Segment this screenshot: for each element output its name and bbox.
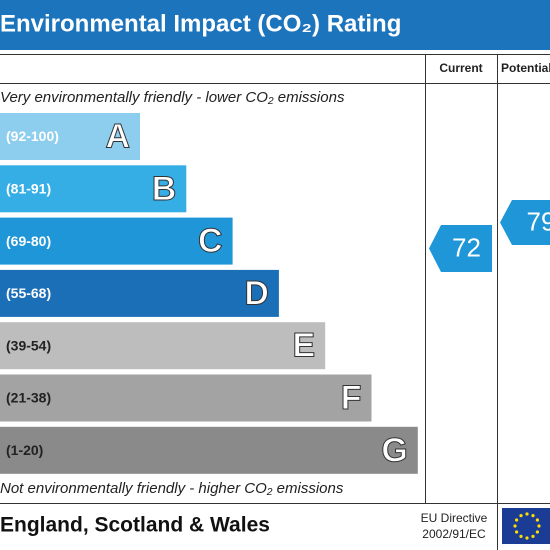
column-header: Potential <box>501 61 550 75</box>
band-range: (92-100) <box>6 128 59 144</box>
band-letter: A <box>105 117 130 155</box>
flag-star <box>537 524 541 528</box>
band-range: (55-68) <box>6 285 51 301</box>
band-range: (21-38) <box>6 390 51 406</box>
directive: EU Directive <box>421 511 488 525</box>
flag-star <box>519 534 523 538</box>
table-lines <box>0 54 550 550</box>
band-range: (69-80) <box>6 233 51 249</box>
directive: 2002/91/EC <box>422 527 486 541</box>
band-range: (81-91) <box>6 181 51 197</box>
flag-star <box>525 512 529 516</box>
band-bar <box>0 374 372 422</box>
flag-star <box>525 536 529 540</box>
band-letter: F <box>341 379 362 417</box>
band-bar <box>0 113 140 160</box>
band-letter: C <box>198 222 223 260</box>
band-letter: B <box>152 170 177 208</box>
header-bar <box>0 0 550 50</box>
band-range: (39-54) <box>6 337 51 353</box>
flag-star <box>531 514 535 518</box>
flag-star <box>535 530 539 534</box>
band-range: (1-20) <box>6 442 43 458</box>
flag-star <box>531 534 535 538</box>
bottom-note: Not environmentally friendly - higher CO… <box>0 480 344 497</box>
band-letter: G <box>381 431 407 469</box>
eu-flag <box>502 508 550 544</box>
band-bar <box>0 269 279 317</box>
band-bar <box>0 426 418 474</box>
title: Environmental Impact (CO₂) Rating <box>0 10 401 37</box>
band-letter: E <box>293 327 316 365</box>
potential-arrow <box>500 200 550 245</box>
flag-star <box>519 514 523 518</box>
flag-star <box>513 524 517 528</box>
region: England, Scotland & Wales <box>0 514 270 537</box>
current-arrow <box>429 225 492 272</box>
current-value: 72 <box>452 232 481 262</box>
column-header: Current <box>439 61 482 75</box>
flag-star <box>535 518 539 522</box>
flag-star <box>515 518 519 522</box>
potential-value: 79 <box>527 206 550 236</box>
top-note: Very environmentally friendly - lower CO… <box>0 89 345 106</box>
flag-star <box>515 530 519 534</box>
band-bar <box>0 165 187 213</box>
band-letter: D <box>244 274 269 312</box>
band-bar <box>0 322 326 370</box>
band-bar <box>0 217 233 265</box>
